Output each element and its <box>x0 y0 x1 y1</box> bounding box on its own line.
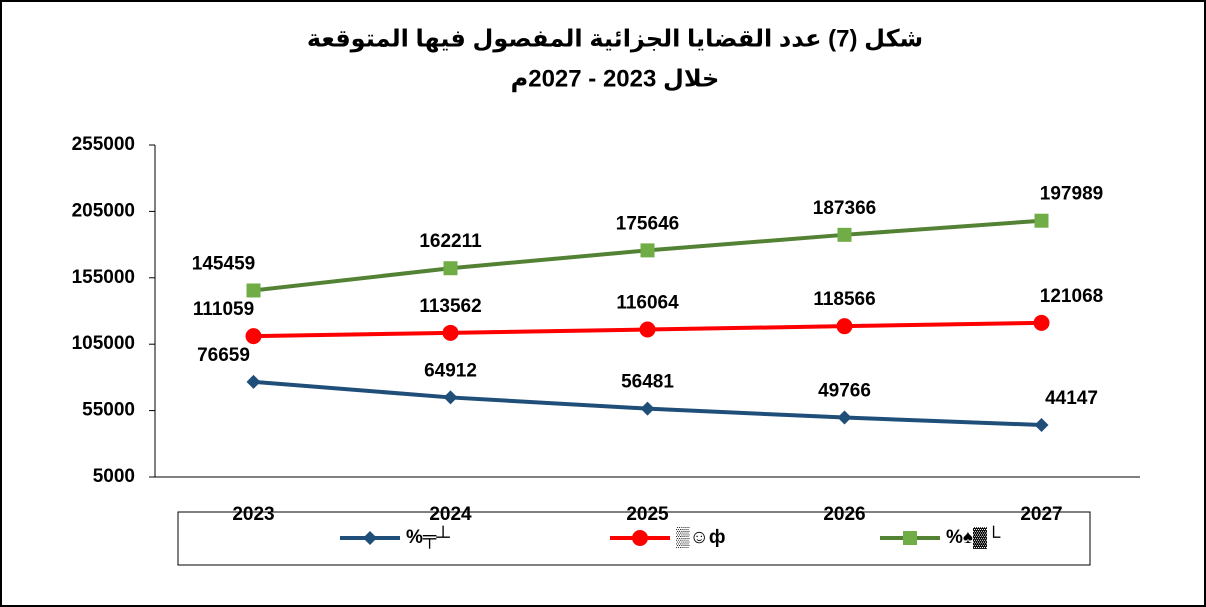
data-label: 49766 <box>818 381 871 402</box>
legend-label: %♠▓└ <box>946 525 1001 549</box>
x-tick-label: 2026 <box>823 504 865 525</box>
y-tick-label: 105000 <box>72 333 135 354</box>
legend-label: %╤┴ <box>406 525 450 549</box>
legend-marker <box>632 530 648 546</box>
data-label: 197989 <box>1040 184 1103 205</box>
data-label: 121068 <box>1040 286 1103 307</box>
data-point <box>246 283 261 298</box>
data-point <box>639 321 656 338</box>
data-point <box>1034 418 1049 433</box>
y-tick-label: 155000 <box>72 267 135 288</box>
data-point <box>1034 213 1049 228</box>
x-tick-label: 2023 <box>232 504 274 525</box>
data-point <box>837 227 852 242</box>
data-label: 175646 <box>616 213 679 234</box>
x-tick-label: 2024 <box>429 504 472 525</box>
data-point <box>442 324 459 341</box>
data-point <box>443 390 458 405</box>
y-tick-label: 205000 <box>72 200 135 221</box>
data-point <box>640 401 655 416</box>
data-point <box>836 318 853 335</box>
data-label: 187366 <box>813 198 876 219</box>
y-tick-label: 55000 <box>82 400 135 421</box>
x-tick-label: 2027 <box>1020 504 1062 525</box>
data-label: 113562 <box>419 296 481 317</box>
data-point <box>837 410 852 425</box>
data-label: 145459 <box>192 253 255 274</box>
data-label: 44147 <box>1045 388 1098 409</box>
legend-marker <box>903 531 917 545</box>
data-label: 64912 <box>424 360 477 381</box>
chart-subtitle: خلال 2023 - 2027م <box>511 65 720 92</box>
data-label: 56481 <box>621 372 674 393</box>
data-label: 76659 <box>197 345 250 366</box>
data-label: 162211 <box>419 231 482 252</box>
x-tick-label: 2025 <box>626 504 669 525</box>
data-label: 118566 <box>813 289 875 310</box>
legend-marker <box>363 531 377 545</box>
data-label: 116064 <box>616 293 679 314</box>
legend-box <box>177 511 1091 566</box>
chart-title: شكل (7) عدد القضايا الجزائية المفصول فيه… <box>307 25 923 52</box>
legend-label: ▒☺ф <box>676 527 726 548</box>
data-point <box>245 328 262 345</box>
data-point <box>640 243 655 258</box>
data-point <box>443 261 458 276</box>
data-point <box>1033 314 1050 331</box>
data-point <box>246 374 261 389</box>
data-label: 111059 <box>193 299 254 320</box>
y-tick-label: 255000 <box>72 134 135 155</box>
y-tick-label: 5000 <box>93 466 135 487</box>
